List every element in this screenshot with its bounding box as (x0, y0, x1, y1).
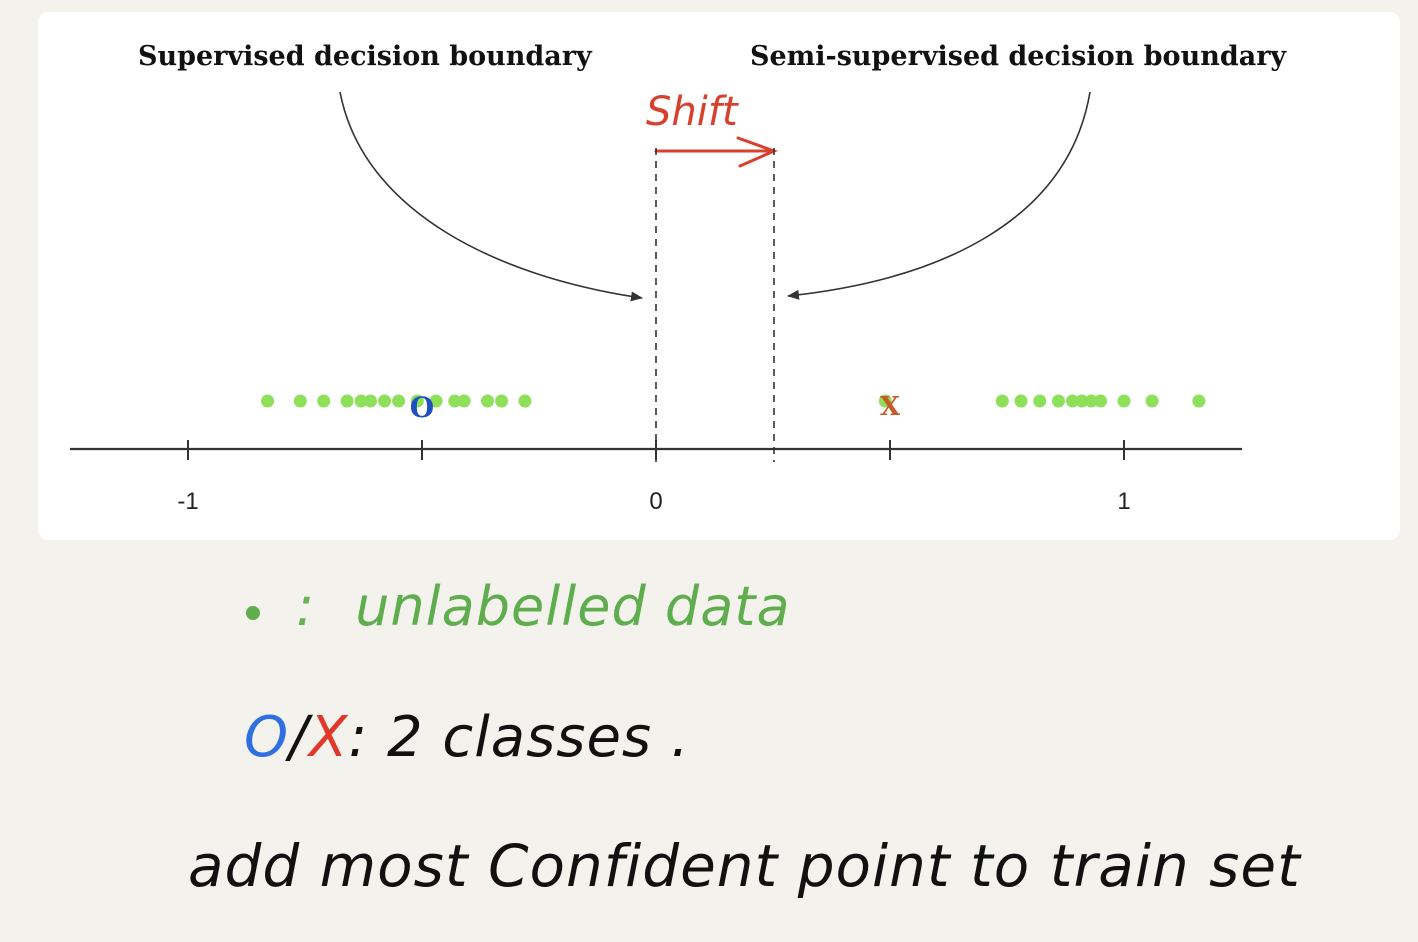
legend-unlabelled: : unlabelled data (246, 575, 791, 638)
unlabelled-point (1033, 394, 1047, 408)
supervised-arrow (339, 91, 643, 302)
legend-classes: O/X: 2 classes . (244, 705, 690, 770)
unlabelled-point (1084, 394, 1098, 408)
unlabelled-point (1117, 394, 1131, 408)
unlabelled-point (261, 394, 275, 408)
unlabelled-point (1066, 394, 1080, 408)
unlabelled-point (1014, 394, 1028, 408)
decision-boundary-diagram: Supervised decision boundary Semi-superv… (70, 41, 1287, 515)
tick-label-zero: 0 (649, 488, 662, 515)
unlabelled-point (354, 394, 368, 408)
unlabelled-point (293, 394, 307, 408)
unlabelled-point (1192, 394, 1206, 408)
unlabelled-point (429, 394, 443, 408)
unlabelled-point (878, 394, 892, 408)
legend-class-o: O (244, 705, 290, 770)
semi-supervised-arrow (787, 91, 1091, 300)
legend-class-x: X (308, 705, 349, 770)
unlabelled-point (378, 394, 392, 408)
unlabelled-point (481, 394, 495, 408)
unlabelled-point (495, 394, 509, 408)
supervised-boundary-title: Supervised decision boundary (138, 41, 593, 72)
class-o-point: O (410, 391, 434, 424)
unlabelled-points (261, 394, 1206, 408)
class-x-point: X (880, 392, 901, 422)
note-add-confident-point: add most Confident point to train set (188, 832, 1301, 900)
unlabelled-point (1094, 394, 1108, 408)
unlabelled-point (995, 394, 1009, 408)
axis-ticks (187, 440, 1125, 460)
unlabelled-point (457, 394, 471, 408)
unlabelled-dot-icon (246, 606, 260, 621)
shift-arrow (654, 136, 779, 168)
unlabelled-point (1051, 394, 1065, 408)
unlabelled-point (1145, 394, 1159, 408)
diagram-card: Supervised decision boundary Semi-superv… (38, 12, 1400, 540)
legend-unlabelled-colon: : (296, 575, 316, 638)
legend-classes-text: : 2 classes . (348, 705, 690, 770)
unlabelled-point (448, 394, 462, 408)
tick-label-one: 1 (1117, 488, 1130, 515)
unlabelled-point (518, 394, 532, 408)
tick-label-minus-one: -1 (177, 488, 198, 515)
unlabelled-point (392, 394, 406, 408)
legend-slash: / (289, 705, 309, 770)
unlabelled-point (364, 394, 378, 408)
unlabelled-point (410, 394, 424, 408)
shift-label: Shift (646, 89, 739, 135)
unlabelled-point (340, 394, 354, 408)
semi-supervised-boundary-title: Semi-supervised decision boundary (750, 41, 1287, 72)
legend-unlabelled-text: unlabelled data (355, 575, 791, 638)
unlabelled-point (1075, 394, 1089, 408)
unlabelled-point (317, 394, 331, 408)
